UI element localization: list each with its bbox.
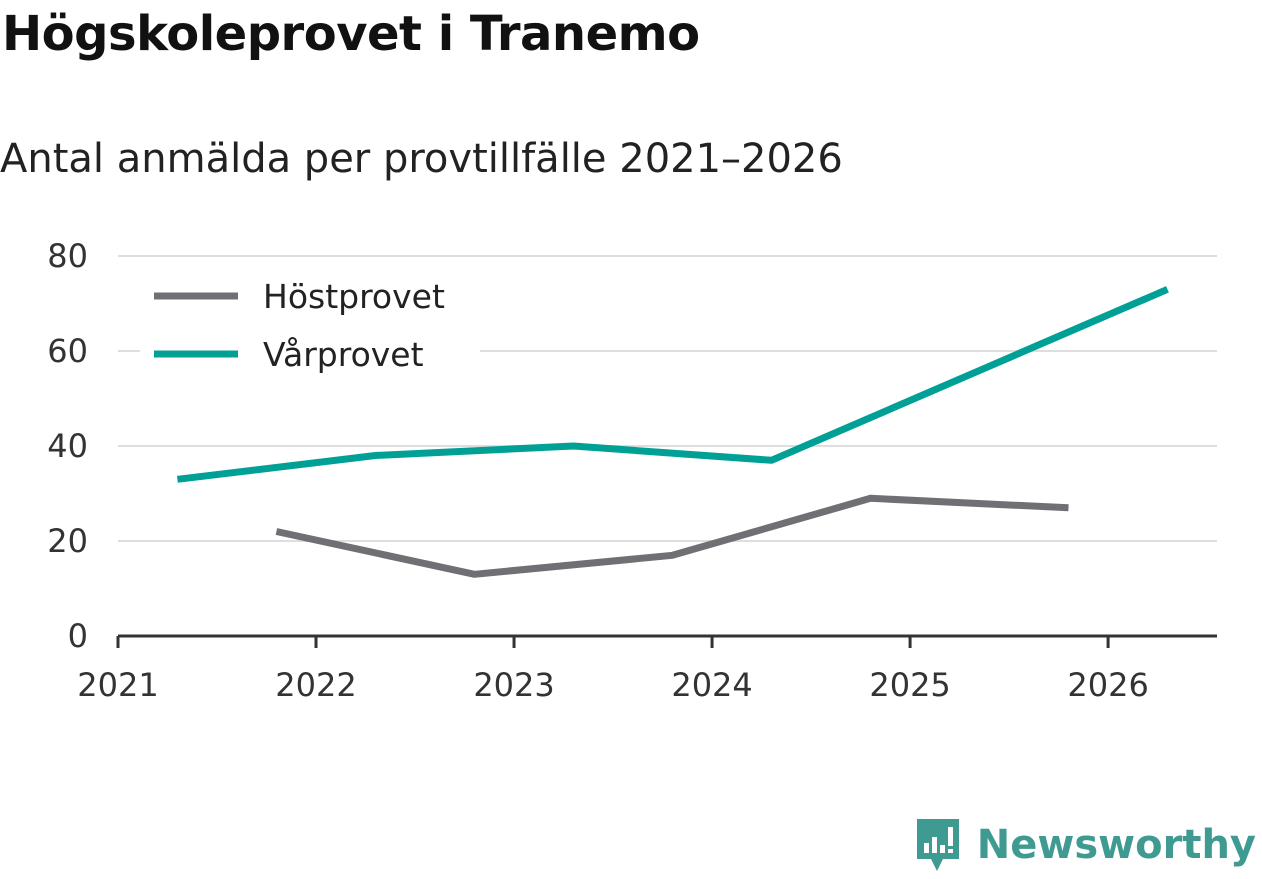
- y-tick-label-20: 20: [47, 522, 88, 560]
- brand-name: Newsworthy: [976, 822, 1256, 868]
- chart-subtitle: Antal anmälda per provtillfälle 2021–202…: [0, 136, 843, 182]
- x-tick-label-2025: 2025: [869, 666, 950, 704]
- series-lines: [176, 286, 1169, 578]
- x-tick-label-2024: 2024: [671, 666, 752, 704]
- x-tick-label-2023: 2023: [473, 666, 554, 704]
- y-tick-label-0: 0: [68, 617, 88, 655]
- x-tick-label-2026: 2026: [1067, 666, 1148, 704]
- y-tick-label-60: 60: [47, 332, 88, 370]
- series-line-0-h-stprovet: [275, 494, 1069, 578]
- legend: Höstprovet Vårprovet: [140, 268, 480, 384]
- chart-title: Högskoleprovet i Tranemo: [2, 6, 700, 62]
- y-tick-label-40: 40: [47, 427, 88, 465]
- y-tick-label-80: 80: [47, 237, 88, 275]
- newsworthy-bar-chart-icon: [916, 819, 959, 871]
- x-tick-label-2021: 2021: [77, 666, 158, 704]
- legend-background: [140, 268, 480, 384]
- newsworthy-logo: Newsworthy: [913, 815, 1256, 875]
- legend-label-1: Vårprovet: [263, 335, 424, 374]
- legend-label-0: Höstprovet: [263, 277, 445, 316]
- gridlines: [118, 255, 1217, 542]
- series-line-1-v-rprovet: [176, 286, 1169, 483]
- x-tick-label-2022: 2022: [275, 666, 356, 704]
- y-axis-ticks: 0 20 40 60 80: [47, 237, 88, 655]
- x-axis: 2021 2022 2023 2024 2025 2026: [77, 634, 1217, 704]
